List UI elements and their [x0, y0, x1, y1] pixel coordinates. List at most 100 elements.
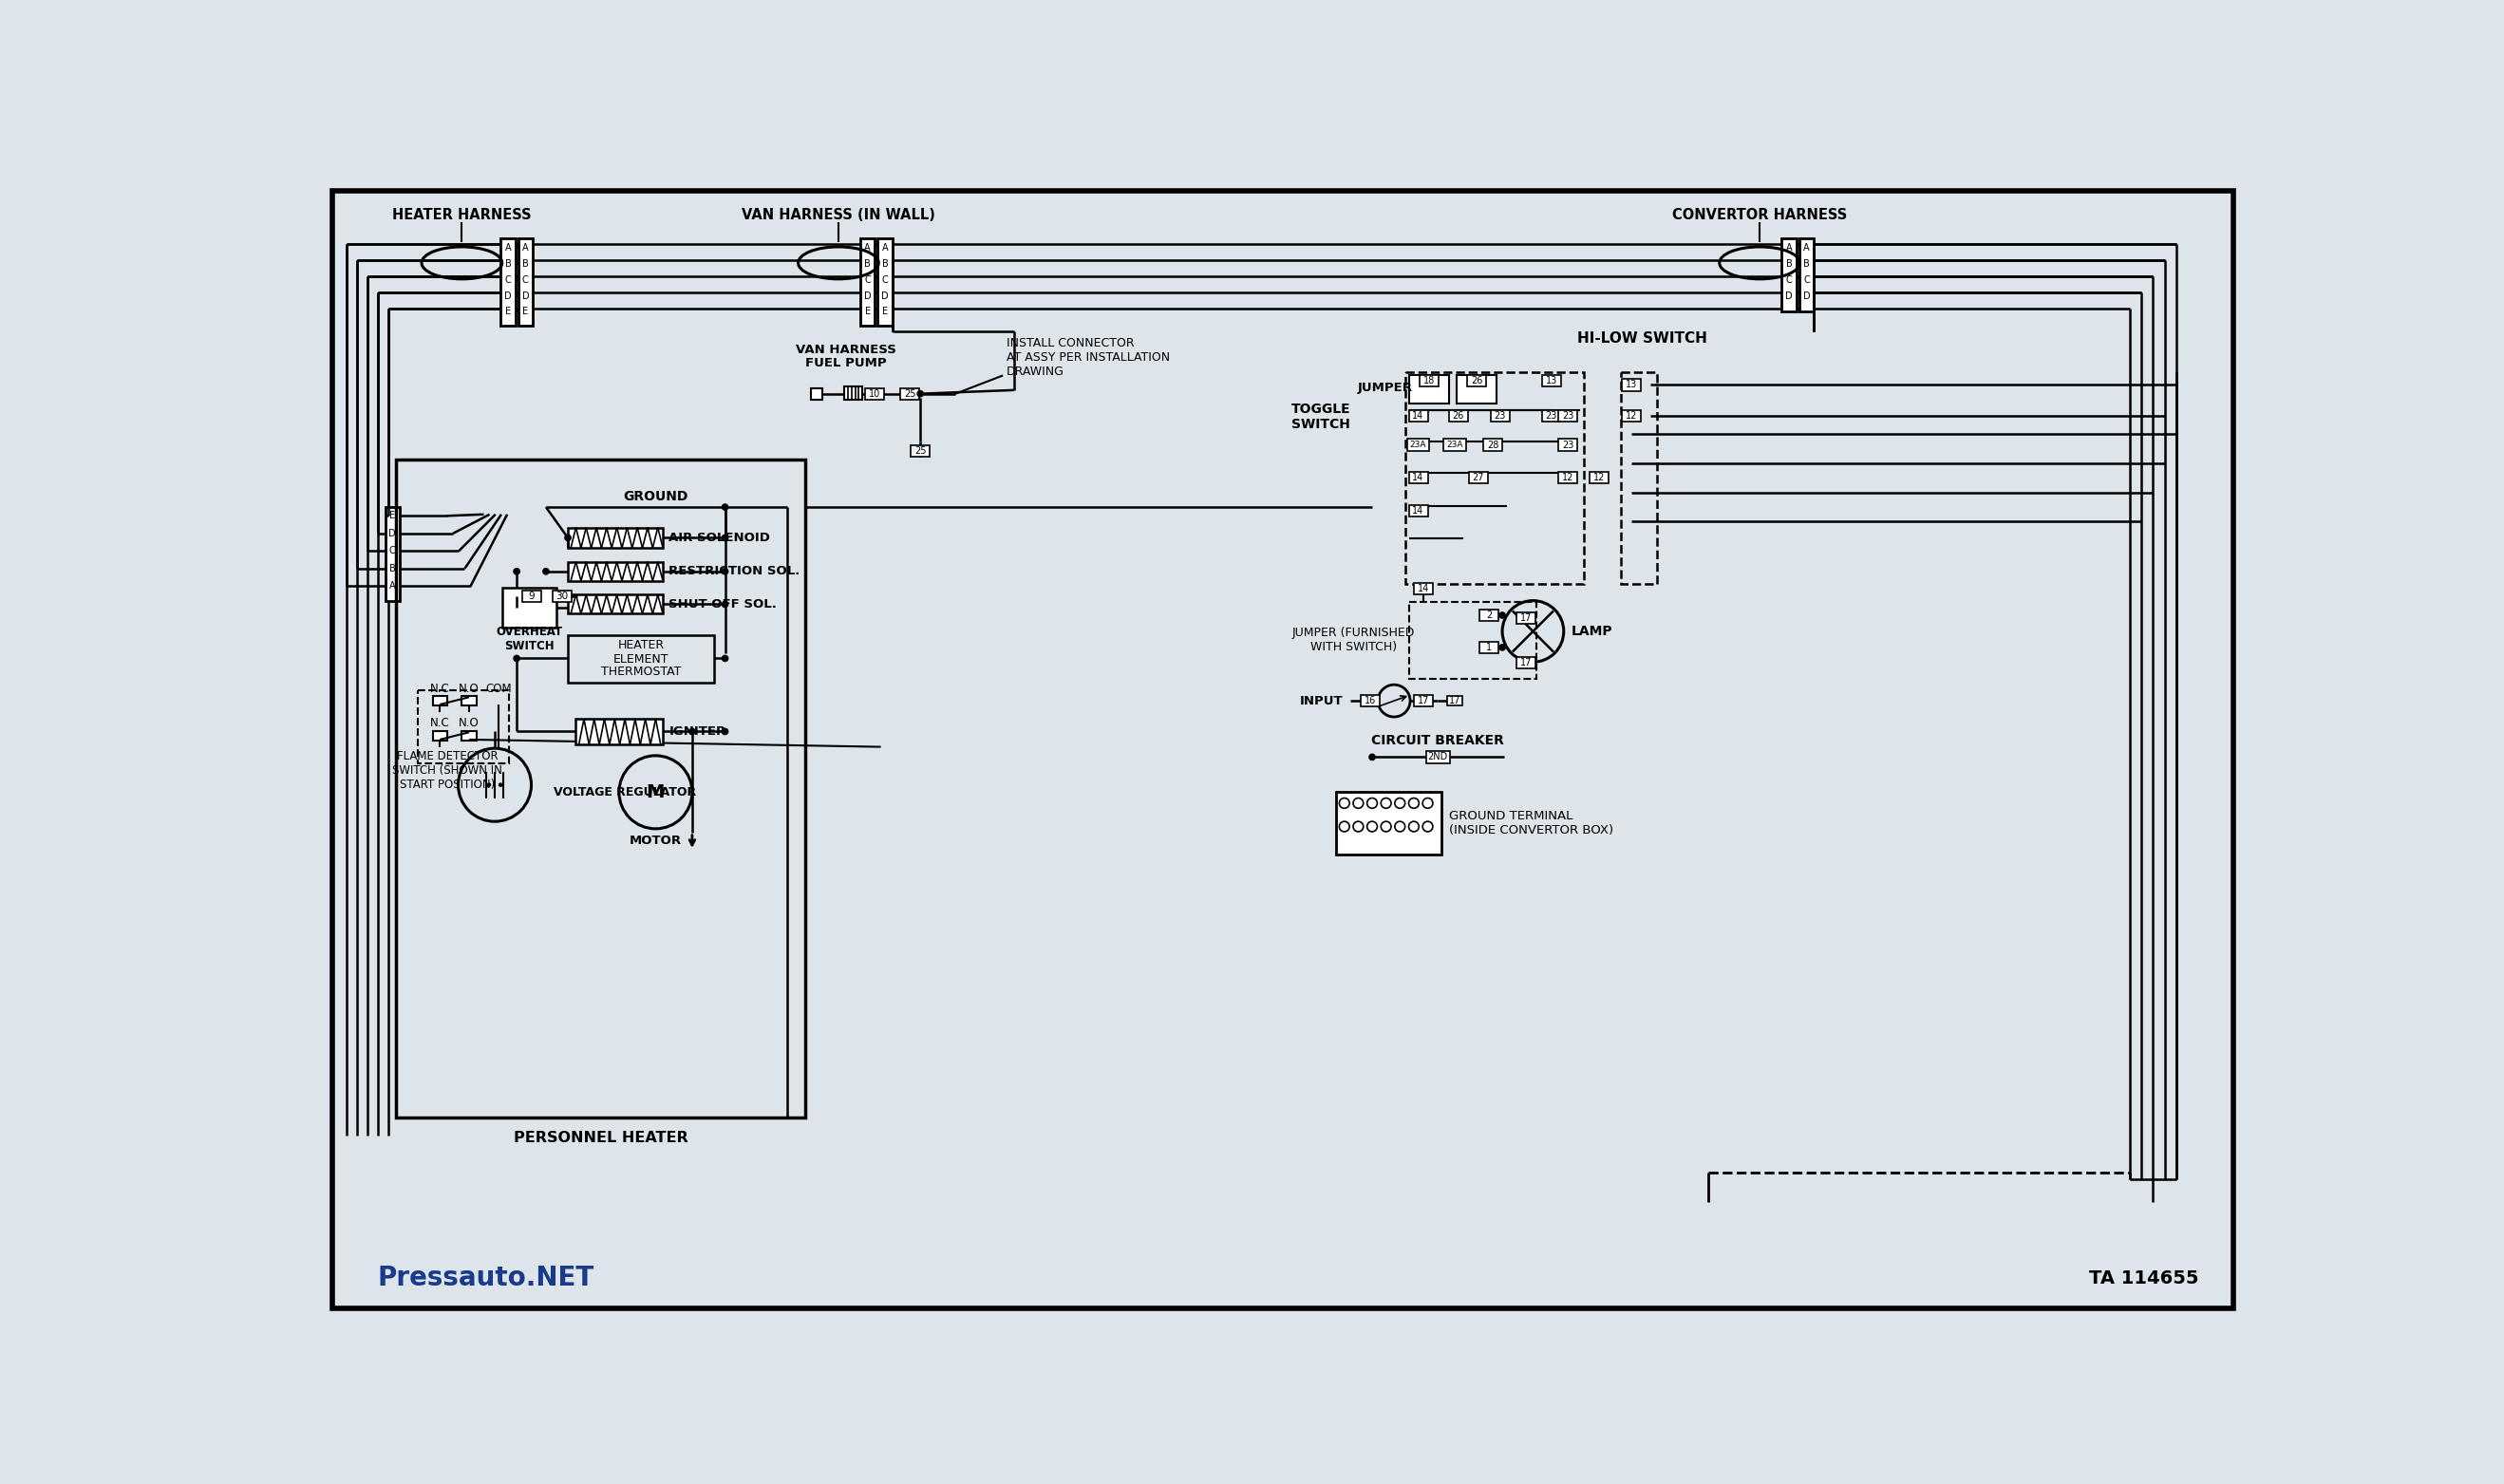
Text: 23: 23 [1562, 411, 1575, 420]
Bar [568, 562, 664, 580]
Text: C: C [881, 275, 889, 285]
Circle shape [563, 534, 571, 542]
Text: 17: 17 [1450, 696, 1460, 705]
Text: D: D [388, 528, 396, 539]
Text: C: C [388, 546, 396, 555]
Text: E: E [864, 307, 871, 316]
Text: 18: 18 [1422, 375, 1435, 386]
Text: 17: 17 [1417, 696, 1430, 705]
Bar [1620, 372, 1658, 583]
Text: 23: 23 [1495, 411, 1505, 420]
Bar [1410, 410, 1427, 421]
Text: 30: 30 [556, 592, 568, 601]
Text: VAN HARNESS (IN WALL): VAN HARNESS (IN WALL) [741, 208, 934, 221]
Circle shape [513, 654, 521, 662]
Text: TOGGLE
SWITCH: TOGGLE SWITCH [1292, 402, 1350, 432]
Text: B: B [1785, 258, 1793, 269]
Text: HEATER HARNESS: HEATER HARNESS [393, 208, 531, 221]
Bar [1467, 375, 1487, 386]
Circle shape [721, 568, 729, 576]
Bar [461, 730, 476, 741]
Bar [1410, 375, 1450, 404]
Text: E: E [506, 307, 511, 316]
Text: A: A [1785, 243, 1793, 252]
Text: 17: 17 [1520, 613, 1532, 623]
Bar [1447, 696, 1462, 706]
Bar [568, 595, 664, 614]
Text: PERSONNEL HEATER: PERSONNEL HEATER [513, 1131, 689, 1146]
Text: B: B [506, 258, 511, 269]
Text: N.C: N.C [431, 683, 451, 695]
Bar [1800, 237, 1813, 312]
Bar [433, 696, 448, 706]
Text: 25: 25 [914, 447, 926, 456]
Text: HEATER
ELEMENT: HEATER ELEMENT [613, 638, 669, 665]
Text: GROUND: GROUND [623, 490, 689, 503]
Text: A: A [523, 243, 528, 252]
Text: A: A [506, 243, 511, 252]
Text: 2: 2 [1487, 610, 1492, 620]
Text: C: C [1785, 275, 1793, 285]
Text: OVERHEAT
SWITCH: OVERHEAT SWITCH [496, 626, 563, 653]
Bar [1542, 410, 1560, 421]
Circle shape [689, 727, 696, 735]
Text: 9: 9 [528, 592, 533, 601]
Circle shape [486, 782, 491, 787]
Text: E: E [881, 307, 889, 316]
Text: 14: 14 [1412, 506, 1425, 515]
Bar [1405, 372, 1585, 583]
Bar [501, 237, 516, 326]
Text: 14: 14 [1412, 411, 1425, 420]
Bar [879, 237, 891, 326]
Bar [461, 696, 476, 706]
Circle shape [721, 534, 729, 542]
Text: C: C [523, 275, 528, 285]
Circle shape [721, 503, 729, 510]
Bar [811, 387, 821, 399]
Text: N.O: N.O [458, 683, 478, 695]
Bar [1407, 439, 1430, 451]
Text: TA 114655: TA 114655 [2088, 1269, 2199, 1288]
Bar [568, 527, 664, 548]
Circle shape [1497, 611, 1505, 619]
Bar [1623, 410, 1640, 421]
Circle shape [721, 654, 729, 662]
Text: D: D [503, 291, 511, 301]
Circle shape [543, 568, 548, 576]
Text: C: C [864, 275, 871, 285]
Bar [844, 386, 861, 399]
Text: 16: 16 [1365, 696, 1377, 705]
Bar [1415, 695, 1432, 706]
Bar [521, 591, 541, 603]
Text: D: D [1803, 291, 1810, 301]
Text: JUMPER (FURNISHED
WITH SWITCH): JUMPER (FURNISHED WITH SWITCH) [1292, 626, 1415, 653]
Text: IGNITER: IGNITER [669, 726, 726, 738]
Bar [433, 730, 448, 741]
Bar [1415, 583, 1432, 595]
Text: N.C: N.C [431, 717, 451, 730]
Bar [1482, 439, 1502, 451]
Text: FLAME DETECTOR
SWITCH (SHOWN IN
START POSITION): FLAME DETECTOR SWITCH (SHOWN IN START PO… [393, 749, 503, 791]
Text: COM: COM [486, 683, 511, 695]
Text: VAN HARNESS: VAN HARNESS [796, 344, 896, 356]
Bar [418, 690, 508, 763]
Text: D: D [864, 291, 871, 301]
Text: RESTRICTION SOL.: RESTRICTION SOL. [669, 565, 801, 577]
Text: 23A: 23A [1447, 441, 1462, 450]
Bar [1470, 472, 1487, 484]
Text: B: B [881, 258, 889, 269]
Text: 12: 12 [1625, 411, 1638, 420]
Text: A: A [864, 243, 871, 252]
Bar [1450, 410, 1467, 421]
Text: B: B [523, 258, 528, 269]
Bar [1623, 378, 1640, 390]
Bar [1557, 410, 1578, 421]
Text: 23: 23 [1545, 411, 1557, 420]
Bar [1445, 439, 1465, 451]
Text: 14: 14 [1412, 473, 1425, 482]
Text: 2ND: 2ND [1427, 752, 1447, 761]
Text: B: B [864, 258, 871, 269]
Text: E: E [523, 307, 528, 316]
Text: CONVERTOR HARNESS: CONVERTOR HARNESS [1673, 208, 1848, 221]
Bar [1557, 472, 1578, 484]
